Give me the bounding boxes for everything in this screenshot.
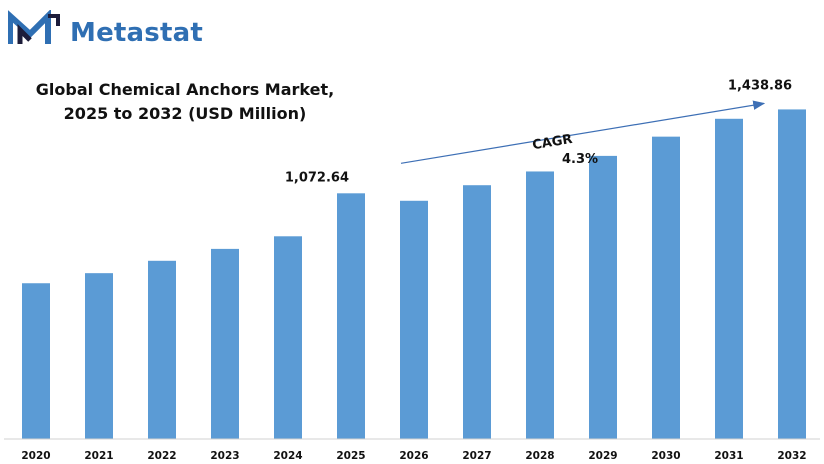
bar-2029 [589, 155, 617, 439]
x-tick-label-2020: 2020 [21, 450, 50, 462]
data-label-2025: 1,072.64 [285, 170, 349, 185]
bar-2024 [274, 236, 302, 439]
bar-2028 [526, 171, 554, 440]
bar-2021 [85, 273, 113, 439]
x-tick-label-2032: 2032 [777, 450, 806, 462]
chart-title: Global Chemical Anchors Market, 2025 to … [20, 78, 350, 126]
cagr-arrow [400, 100, 766, 164]
x-tick-label-2030: 2030 [651, 450, 680, 462]
x-tick-label-2028: 2028 [525, 450, 554, 462]
x-tick-label-2025: 2025 [336, 450, 365, 462]
bar-2020 [22, 283, 50, 439]
x-tick-label-2023: 2023 [210, 450, 239, 462]
bar-2026 [400, 200, 428, 439]
x-tick-label-2021: 2021 [84, 450, 113, 462]
chart-title-line-2: 2025 to 2032 (USD Million) [63, 104, 307, 123]
brand-name: Metastat [70, 18, 203, 48]
x-tick-label-2022: 2022 [147, 450, 176, 462]
metastat-logo-icon [7, 8, 60, 44]
bar-2031 [715, 118, 743, 439]
x-tick-label-2027: 2027 [462, 450, 491, 462]
cagr-value: 4.3% [562, 152, 598, 167]
cagr-label: CAGR [531, 132, 573, 153]
x-tick-label-2029: 2029 [588, 450, 617, 462]
bars-layer [22, 109, 806, 440]
x-tick-label-2024: 2024 [273, 450, 302, 462]
bar-2022 [148, 260, 176, 439]
bar-2023 [211, 248, 239, 439]
x-tick-label-2031: 2031 [714, 450, 743, 462]
bar-2032 [778, 109, 806, 440]
bar-2025 [337, 193, 365, 439]
bar-2030 [652, 136, 680, 439]
x-tick-label-2026: 2026 [399, 450, 428, 462]
data-label-2032: 1,438.86 [728, 78, 792, 93]
chart-title-line-1: Global Chemical Anchors Market, [35, 80, 335, 99]
bar-2027 [463, 185, 491, 439]
x-tick-labels: 2020 2021 2022 2023 2024 2025 2026 2027 2028 2029… [21, 450, 806, 462]
brand-logo: Metastat [7, 8, 208, 48]
